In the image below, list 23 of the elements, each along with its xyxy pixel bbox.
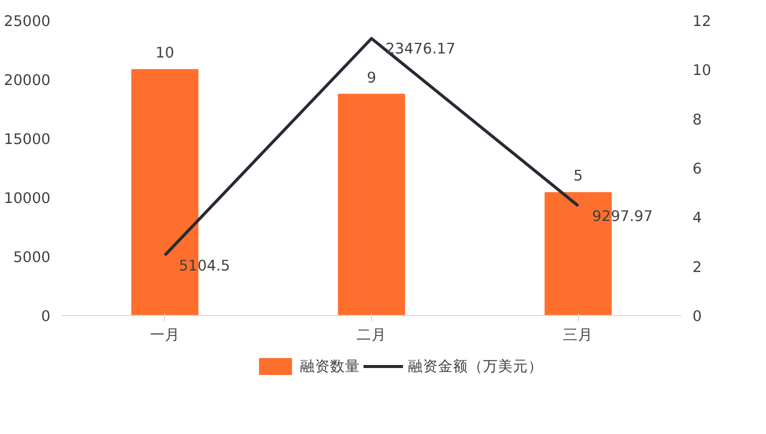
y2-tick-label: 12 — [692, 13, 712, 30]
x-tick-label: 二月 — [356, 326, 386, 344]
data-label: 10 — [156, 44, 174, 62]
x-tick-label: 一月 — [150, 326, 180, 344]
data-label: 9 — [366, 69, 376, 86]
y-tick-label: 0 — [41, 308, 51, 325]
legend-label: 融资数量 — [300, 356, 360, 376]
bar — [338, 94, 406, 316]
y-tick-label: 20000 — [4, 72, 50, 89]
y2-tick-label: 4 — [692, 210, 702, 227]
y2-tick-label: 10 — [692, 62, 712, 80]
y2-tick-label: 0 — [692, 308, 702, 325]
y-tick-label: 5000 — [13, 249, 51, 266]
y-tick-label: 15000 — [4, 131, 50, 148]
y2-tick-label: 6 — [692, 160, 702, 178]
data-label: 23476.17 — [386, 40, 456, 58]
y2-tick-label: 8 — [692, 111, 702, 128]
y-tick-label: 25000 — [4, 13, 50, 30]
y2-tick-label: 2 — [692, 258, 702, 276]
x-tick-label: 三月 — [563, 326, 594, 344]
y-tick-label: 10000 — [4, 190, 50, 207]
data-label: 5 — [574, 168, 583, 185]
legend-label: 融资金额（万美元） — [408, 356, 543, 376]
